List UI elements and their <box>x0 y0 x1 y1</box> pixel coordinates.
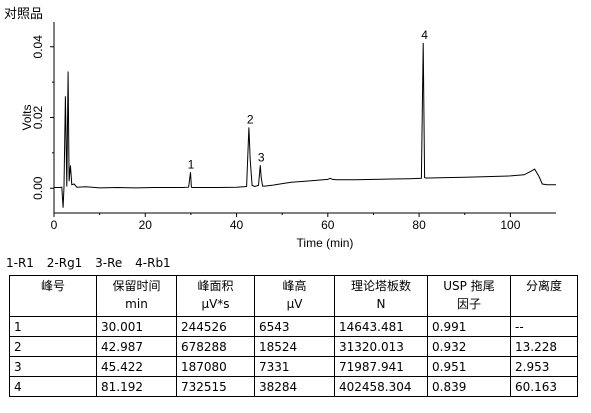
chart-axes <box>53 22 556 214</box>
header-peak-number: 峰号 <box>9 275 97 317</box>
cell-theoretical-plates: 31320.013 <box>334 336 428 357</box>
results-table: 峰号 保留时间 min 峰面积 μV*s 峰高 μV 理论塔板数 N USP 拖尾 因子 … <box>9 275 578 397</box>
cell-resolution: 2.953 <box>510 356 578 377</box>
cell-theoretical-plates: 14643.481 <box>334 316 428 337</box>
table-row: 4 81.192 732515 38284 402458.304 0.839 6… <box>9 376 578 397</box>
table-row: 1 30.001 244526 6543 14643.481 0.991 -- <box>9 316 578 337</box>
legend-entry: 4-Rb1 <box>135 256 171 270</box>
cell-resolution: 13.228 <box>510 336 578 357</box>
peak-label: 2 <box>247 112 254 126</box>
cell-retention-time: 81.192 <box>96 376 177 397</box>
cell-peak-area: 732515 <box>176 376 255 397</box>
x-axis-label: Time (min) <box>297 236 354 250</box>
peak-labels: 1 2 3 4 <box>188 28 429 171</box>
cell-peak-area: 187080 <box>176 356 255 377</box>
cell-resolution: -- <box>510 316 578 337</box>
x-tick-label: 20 <box>139 218 153 232</box>
peak-legend: 1-R1 2-Rg1 3-Re 4-Rb1 <box>6 256 180 270</box>
cell-resolution: 60.163 <box>510 376 578 397</box>
table-row: 2 42.987 678288 18524 31320.013 0.932 13… <box>9 336 578 357</box>
x-tick-label: 60 <box>321 218 335 232</box>
cell-usp-tailing: 0.991 <box>427 316 511 337</box>
cell-usp-tailing: 0.951 <box>427 356 511 377</box>
legend-entry: 2-Rg1 <box>46 256 83 270</box>
peak-label: 4 <box>421 28 428 42</box>
chromatogram-trace <box>54 42 556 208</box>
cell-peak-height: 7331 <box>254 356 335 377</box>
cell-peak-height: 18524 <box>254 336 335 357</box>
cell-retention-time: 30.001 <box>96 316 177 337</box>
peak-label: 3 <box>258 150 265 164</box>
cell-retention-time: 45.422 <box>96 356 177 377</box>
header-retention-time: 保留时间 min <box>96 275 177 317</box>
header-usp-tailing: USP 拖尾 因子 <box>427 275 511 317</box>
y-tick-label: 0.02 <box>31 105 45 129</box>
y-tick-label: 0.00 <box>31 176 45 200</box>
cell-retention-time: 42.987 <box>96 336 177 357</box>
peak-label: 1 <box>188 157 195 171</box>
x-tick-label: 40 <box>230 218 244 232</box>
header-theoretical-plates: 理论塔板数 N <box>334 275 428 317</box>
header-resolution: 分离度 <box>510 275 578 317</box>
legend-entry: 3-Re <box>95 256 123 270</box>
cell-theoretical-plates: 402458.304 <box>334 376 428 397</box>
header-peak-height: 峰高 μV <box>254 275 335 317</box>
cell-peak-number: 1 <box>9 316 97 337</box>
chart-title: 对照品 <box>4 7 44 22</box>
y-axis-label: Volts <box>20 104 34 130</box>
cell-peak-number: 3 <box>9 356 97 377</box>
cell-theoretical-plates: 71987.941 <box>334 356 428 377</box>
chart-ticks: 0 20 40 60 80 100 0.00 0.02 0.04 <box>31 35 521 232</box>
cell-peak-area: 678288 <box>176 336 255 357</box>
chromatogram-chart: 0 20 40 60 80 100 0.00 0.02 0.04 1 2 3 4 Time (min)… <box>20 22 556 250</box>
y-tick-label: 0.04 <box>31 35 45 59</box>
cell-peak-height: 6543 <box>254 316 335 337</box>
x-tick-label: 80 <box>412 218 426 232</box>
table-row: 3 45.422 187080 7331 71987.941 0.951 2.9… <box>9 356 578 377</box>
cell-peak-number: 4 <box>9 376 97 397</box>
cell-usp-tailing: 0.932 <box>427 336 511 357</box>
cell-peak-height: 38284 <box>254 376 335 397</box>
cell-usp-tailing: 0.839 <box>427 376 511 397</box>
x-tick-label: 0 <box>51 218 58 232</box>
cell-peak-number: 2 <box>9 336 97 357</box>
x-tick-label: 100 <box>500 218 520 232</box>
legend-entry: 1-R1 <box>6 256 34 270</box>
header-peak-area: 峰面积 μV*s <box>176 275 255 317</box>
cell-peak-area: 244526 <box>176 316 255 337</box>
table-header-row: 峰号 保留时间 min 峰面积 μV*s 峰高 μV 理论塔板数 N USP 拖尾 因子 … <box>9 275 578 317</box>
